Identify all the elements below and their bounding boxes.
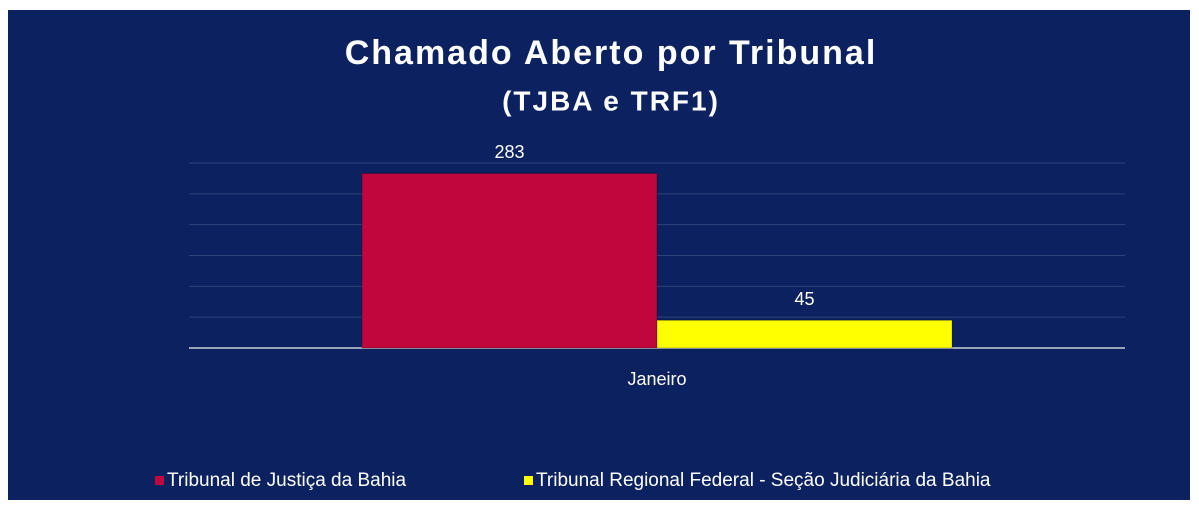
data-label: 283 [494,142,524,162]
legend-label: Tribunal de Justiça da Bahia [167,470,406,491]
legend-swatch [524,476,533,485]
chart-subtitle: (TJBA e TRF1) [502,85,720,116]
bar [361,172,658,349]
legend-swatch [155,476,164,485]
bar [656,319,953,349]
x-tick-label: Janeiro [627,369,686,389]
legend-label: Tribunal Regional Federal - Seção Judici… [536,470,991,491]
data-label: 45 [794,289,814,309]
chart-title: Chamado Aberto por Tribunal [345,34,878,72]
